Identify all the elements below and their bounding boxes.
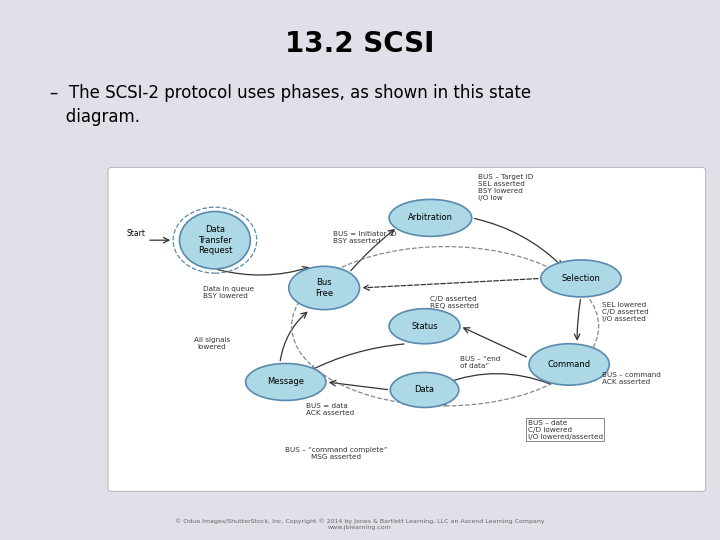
Text: Bus
Free: Bus Free <box>315 278 333 298</box>
Text: 13.2 SCSI: 13.2 SCSI <box>285 30 435 58</box>
Text: Selection: Selection <box>562 274 600 283</box>
Text: Message: Message <box>267 377 305 387</box>
Text: SEL lowered
C/D asserted
I/O asserted: SEL lowered C/D asserted I/O asserted <box>602 302 649 322</box>
Text: –  The SCSI-2 protocol uses phases, as shown in this state: – The SCSI-2 protocol uses phases, as sh… <box>50 84 531 102</box>
Text: BUS – command
ACK asserted: BUS – command ACK asserted <box>602 372 660 385</box>
Text: C/D asserted
REQ asserted: C/D asserted REQ asserted <box>431 296 480 309</box>
Text: BUS – “command complete”
MSG asserted: BUS – “command complete” MSG asserted <box>284 447 387 460</box>
Text: BUS – “end
of data”: BUS – “end of data” <box>460 356 500 369</box>
Text: BUS – Target ID
SEL asserted
BSY lowered
I/O low: BUS – Target ID SEL asserted BSY lowered… <box>477 174 533 201</box>
Text: Data in queue
BSY lowered: Data in queue BSY lowered <box>203 286 254 299</box>
Text: Arbitration: Arbitration <box>408 213 453 222</box>
Text: BUS – date
C/D lowered
I/O lowered/asserted: BUS – date C/D lowered I/O lowered/asser… <box>528 420 603 440</box>
Ellipse shape <box>389 309 460 344</box>
Ellipse shape <box>389 199 472 237</box>
Text: Status: Status <box>411 322 438 330</box>
Text: BUS = data
ACK asserted: BUS = data ACK asserted <box>307 402 355 416</box>
Text: diagram.: diagram. <box>50 108 140 126</box>
Text: Start: Start <box>127 230 145 238</box>
Ellipse shape <box>289 266 359 309</box>
Ellipse shape <box>541 260 621 297</box>
Text: BUS = Initiator ID
BSY asserted: BUS = Initiator ID BSY asserted <box>333 231 397 244</box>
Ellipse shape <box>246 363 326 401</box>
Ellipse shape <box>179 212 251 269</box>
Text: Data: Data <box>415 386 434 394</box>
Ellipse shape <box>390 373 459 408</box>
Ellipse shape <box>529 344 609 385</box>
Text: All signals
lowered: All signals lowered <box>194 338 230 350</box>
Text: © Odua Images/ShutterStock, Inc. Copyright © 2014 by Jones & Bartlett Learning, : © Odua Images/ShutterStock, Inc. Copyrig… <box>175 518 545 530</box>
Text: Command: Command <box>548 360 590 369</box>
FancyBboxPatch shape <box>108 167 706 491</box>
Text: Data
Transfer
Request: Data Transfer Request <box>198 225 232 255</box>
